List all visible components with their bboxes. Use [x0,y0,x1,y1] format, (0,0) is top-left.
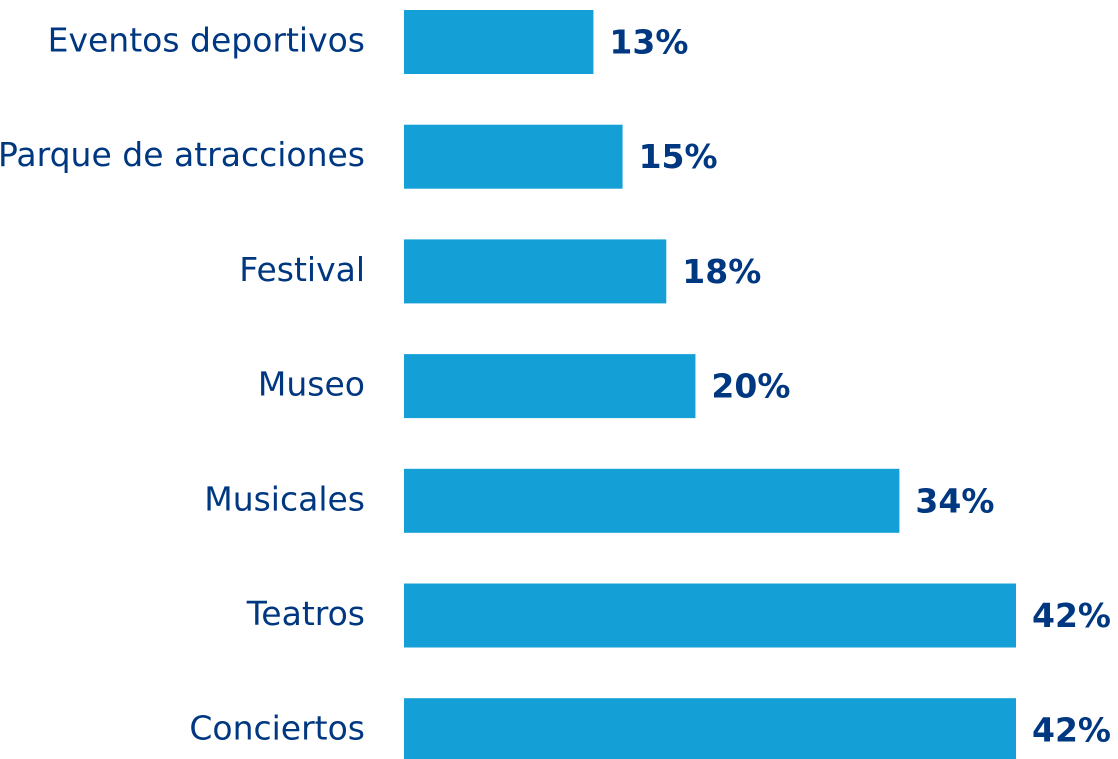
category-label: Museo [258,365,365,404]
value-label: 42% [1032,596,1111,635]
bar [404,468,900,533]
bar [404,698,1016,759]
category-label: Parque de atracciones [0,135,365,174]
value-label: 18% [682,252,761,291]
value-label: 13% [609,23,688,62]
bar [404,239,667,304]
category-label: Teatros [246,594,365,633]
bar [404,354,696,419]
bar [404,10,594,74]
category-label: Eventos deportivos [48,21,365,60]
value-label: 34% [915,481,994,520]
value-label: 15% [639,137,718,176]
value-label: 42% [1032,711,1111,750]
bar [404,583,1016,648]
category-label: Musicales [204,479,365,518]
bar [404,124,623,189]
value-label: 20% [711,367,790,406]
category-label: Conciertos [189,709,365,748]
category-label: Festival [239,250,365,289]
